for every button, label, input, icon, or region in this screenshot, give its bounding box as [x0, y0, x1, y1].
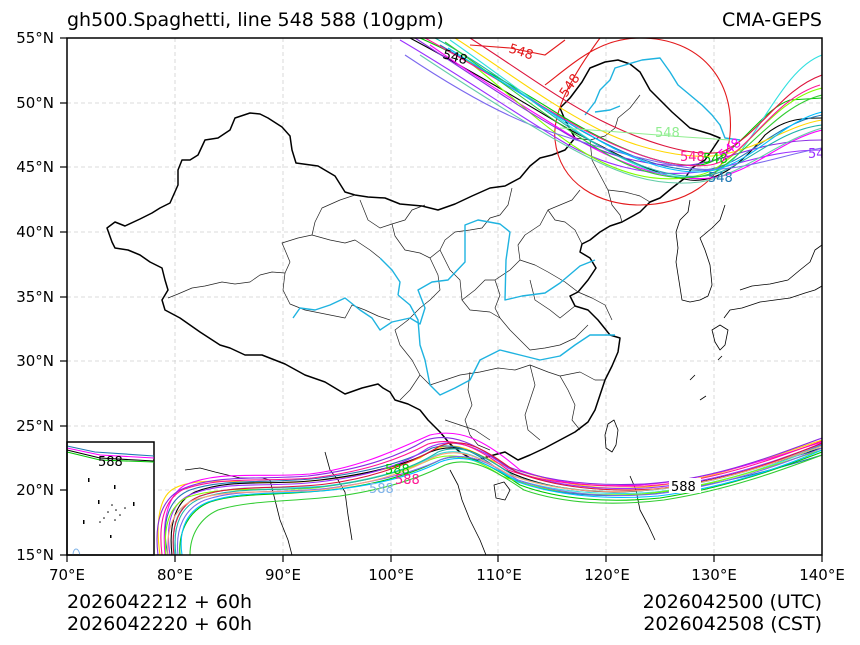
y-tick-50n: 50°N [16, 94, 54, 112]
contour-label: 588 [671, 480, 696, 495]
contour-label: 548 [507, 42, 535, 64]
yangtze-river [397, 294, 615, 396]
y-tick-30n: 30°N [16, 352, 54, 370]
contour-label: 548 [808, 147, 833, 162]
y-tick-55n: 55°N [16, 29, 54, 47]
japan-honshu-n [739, 244, 822, 291]
hainan-coast [493, 481, 511, 501]
valid-time-cst: 2026042508 (CST) [643, 613, 822, 635]
japan-kyushu [711, 324, 729, 351]
y-tick-45n: 45°N [16, 158, 54, 176]
contour-label: 588 [369, 482, 394, 497]
china-border [106, 59, 721, 461]
amur-river [584, 57, 741, 141]
valid-time-utc: 2026042500 (UTC) [642, 591, 822, 613]
valid-times: 2026042500 (UTC) 2026042508 (CST) [643, 591, 822, 635]
x-tick-110e: 110°E [476, 566, 522, 584]
contour-label: 548 [680, 150, 705, 165]
y-tick-40n: 40°N [16, 223, 54, 241]
contour-label: 548 [703, 152, 728, 167]
contour-label: 588 [98, 455, 123, 470]
y-tick-20n: 20°N [16, 481, 54, 499]
init-times: 2026042212 + 60h 2026042220 + 60h [67, 591, 252, 635]
contour-label: 588 [395, 473, 420, 488]
yangtze-upper [379, 257, 401, 296]
japan-coast [723, 285, 822, 319]
korea-coast [675, 199, 726, 303]
x-tick-90e: 90°E [264, 566, 302, 584]
gridlines [67, 38, 822, 555]
south-china-sea-inset: 588 [66, 441, 155, 556]
x-tick-100e: 100°E [368, 566, 414, 584]
sea-coast [449, 469, 487, 555]
songhua-river [594, 105, 621, 113]
chart-title: gh500.Spaghetti, line 548 588 (10gpm) [67, 9, 444, 31]
province-borders [167, 94, 651, 451]
taiwan-coast [604, 419, 619, 453]
contour-label: 548 [655, 126, 680, 141]
x-tick-130e: 130°E [691, 566, 737, 584]
plot-frame [66, 37, 823, 556]
init-time-1: 2026042212 + 60h [67, 591, 253, 613]
labels-588: 588 588 588 588 [369, 463, 701, 497]
init-time-2: 2026042220 + 60h [67, 613, 253, 635]
y-tick-25n: 25°N [16, 417, 54, 435]
contours-548 [399, 38, 822, 206]
model-name: CMA-GEPS [721, 9, 822, 31]
rivers [292, 57, 741, 396]
axis-ticks [60, 37, 823, 562]
contour-label: 548 [708, 171, 733, 186]
x-tick-120e: 120°E [584, 566, 630, 584]
okinawa [689, 355, 723, 401]
contour-label: 588 [385, 463, 410, 478]
y-tick-15n: 15°N [16, 546, 54, 564]
contours-588 [156, 432, 822, 555]
x-tick-70e: 70°E [48, 566, 86, 584]
yellow-river [292, 219, 596, 331]
y-tick-35n: 35°N [16, 288, 54, 306]
contour-label: 548 [441, 47, 469, 68]
coastlines [184, 199, 822, 555]
x-tick-80e: 80°E [156, 566, 194, 584]
x-tick-140e: 140°E [799, 566, 845, 584]
